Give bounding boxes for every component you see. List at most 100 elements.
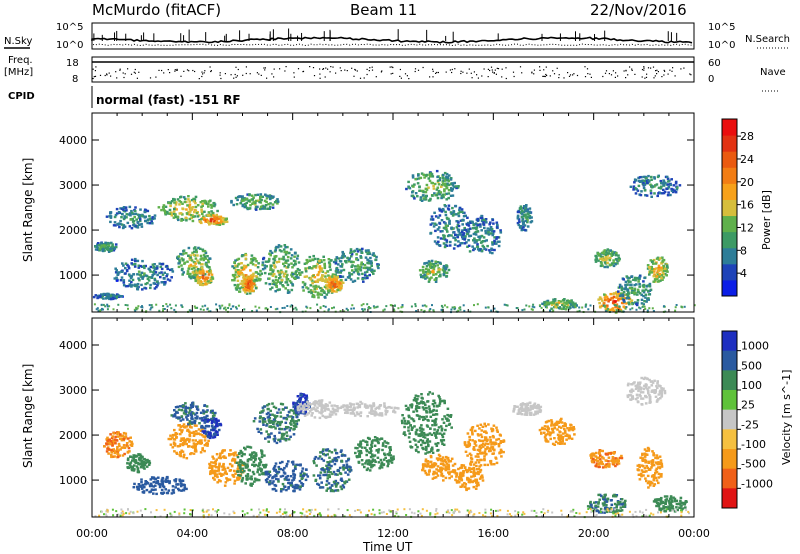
echo-cell xyxy=(450,187,453,190)
echo-cell xyxy=(220,451,224,454)
echo-cell xyxy=(92,295,96,299)
echo-cell xyxy=(442,226,446,230)
echo-cell xyxy=(431,218,435,221)
echo-cell xyxy=(344,278,348,281)
echo-cell xyxy=(425,194,428,198)
echo-cell xyxy=(329,278,332,282)
echo-cell xyxy=(164,213,167,216)
echo-cell xyxy=(359,256,363,259)
echo-cell xyxy=(191,439,195,442)
echo-cell xyxy=(166,305,169,308)
echo-cell xyxy=(265,424,268,427)
echo-cell xyxy=(260,453,264,456)
echo-cell xyxy=(424,190,428,194)
echo-cell xyxy=(246,263,250,267)
echo-cell xyxy=(148,222,152,225)
echo-cell xyxy=(614,263,617,266)
echo-cell xyxy=(491,233,494,237)
echo-cell xyxy=(333,286,336,290)
echo-cell xyxy=(140,271,144,274)
nave-point xyxy=(369,67,371,69)
echo-cell xyxy=(204,416,207,420)
echo-cell xyxy=(475,226,479,229)
echo-cell xyxy=(272,418,276,421)
echo-cell xyxy=(149,270,152,273)
echo-cell xyxy=(121,226,125,230)
cpid-text: normal (fast) -151 RF xyxy=(96,93,241,107)
echo-cell xyxy=(606,297,610,301)
echo-cell xyxy=(428,173,432,176)
echo-cell xyxy=(237,195,240,199)
echo-cell xyxy=(208,462,211,466)
echo-cell xyxy=(210,468,214,471)
echo-cell xyxy=(528,214,532,218)
echo-cell xyxy=(285,418,289,421)
echo-cell xyxy=(662,258,666,262)
echo-cell xyxy=(647,297,650,300)
echo-cell xyxy=(231,459,234,462)
echo-cell xyxy=(630,275,634,278)
echo-cell xyxy=(301,281,305,284)
echo-cell xyxy=(185,208,188,211)
nave-point xyxy=(194,70,196,73)
nave-point xyxy=(319,68,321,70)
echo-cell xyxy=(437,267,440,270)
beam-title: Beam 11 xyxy=(350,1,417,19)
echo-cell xyxy=(207,205,210,208)
nave-point xyxy=(487,76,489,78)
echo-cell xyxy=(570,299,573,302)
echo-cell xyxy=(120,446,124,449)
echo-cell xyxy=(277,420,280,424)
echo-cell xyxy=(212,428,215,432)
echo-cell xyxy=(341,256,345,259)
echo-cell xyxy=(444,224,448,228)
echo-cell xyxy=(120,216,123,219)
echo-cell xyxy=(332,260,336,264)
echo-cell xyxy=(667,185,671,189)
echo-cell xyxy=(170,492,174,495)
echo-cell xyxy=(295,422,299,426)
echo-cell xyxy=(657,268,660,271)
nave-point xyxy=(399,68,401,71)
echo-cell xyxy=(364,271,367,274)
nave-point xyxy=(381,70,383,72)
echo-cell xyxy=(630,288,634,291)
nave-point xyxy=(558,74,560,76)
echo-cell xyxy=(189,403,193,407)
echo-cell xyxy=(360,251,364,254)
echo-cell xyxy=(236,286,239,290)
echo-cell xyxy=(238,290,242,293)
echo-cell xyxy=(190,416,194,419)
echo-cell xyxy=(425,188,429,191)
echo-cell xyxy=(644,296,647,299)
echo-cell xyxy=(199,440,202,443)
nave-point xyxy=(476,74,478,76)
echo-cell xyxy=(212,214,215,217)
echo-cell xyxy=(124,206,128,209)
echo-cell xyxy=(166,278,170,281)
echo-cell xyxy=(262,207,266,210)
echo-cell xyxy=(219,452,222,455)
echo-cell xyxy=(233,261,236,264)
echo-cell xyxy=(496,224,499,228)
echo-cell xyxy=(656,194,659,198)
echo-cell xyxy=(488,249,491,252)
echo-cell xyxy=(640,175,643,179)
echo-cell xyxy=(122,208,125,211)
echo-cell xyxy=(187,440,191,443)
echo-cell xyxy=(609,249,612,252)
echo-cell xyxy=(620,297,623,301)
echo-cell xyxy=(461,237,465,240)
echo-cell xyxy=(443,238,447,241)
echo-cell xyxy=(220,219,223,222)
echo-cell xyxy=(162,305,165,307)
echo-cell xyxy=(253,480,256,483)
echo-cell xyxy=(252,272,255,275)
echo-cell xyxy=(493,248,496,252)
nave-point xyxy=(198,78,200,80)
echo-cell xyxy=(269,288,272,291)
echo-cell xyxy=(211,277,215,280)
echo-cell xyxy=(594,260,598,263)
echo-cell xyxy=(653,192,656,195)
echo-cell xyxy=(119,433,122,436)
